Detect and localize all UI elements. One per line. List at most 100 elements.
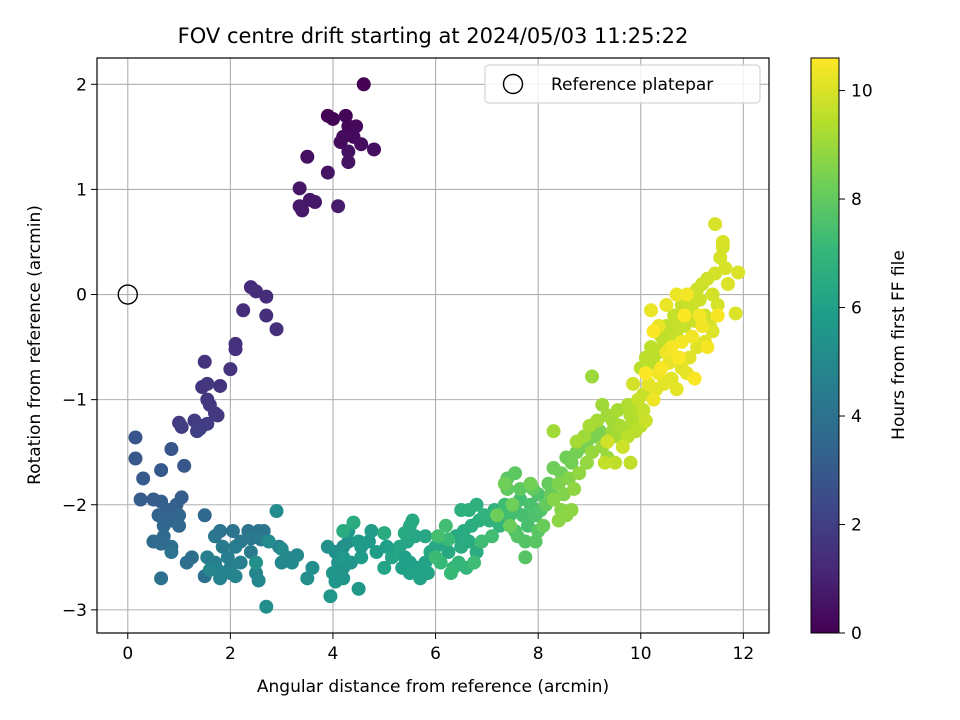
data-point — [546, 424, 561, 439]
data-point — [236, 303, 251, 318]
data-point — [154, 571, 169, 586]
data-point — [705, 287, 720, 302]
data-point — [261, 534, 276, 549]
data-point — [700, 340, 715, 355]
data-point — [295, 203, 310, 218]
reference-point-marker — [117, 284, 138, 305]
x-tick-label: 10 — [630, 644, 652, 664]
data-point — [469, 497, 484, 512]
data-point — [228, 342, 243, 357]
data-point — [228, 569, 243, 584]
data-point — [718, 261, 733, 276]
data-point — [333, 135, 348, 150]
data-point — [207, 529, 222, 544]
data-point — [546, 492, 561, 507]
scatter-points — [128, 77, 746, 614]
data-point — [518, 550, 533, 565]
data-point — [708, 217, 723, 232]
y-axis-label: Rotation from reference (arcmin) — [25, 205, 45, 485]
data-point — [341, 534, 356, 549]
y-tick-label: −1 — [62, 391, 87, 411]
data-point — [461, 534, 476, 549]
x-tick-label: 4 — [328, 644, 339, 664]
data-point — [351, 534, 366, 549]
data-point — [243, 531, 258, 546]
data-point — [467, 555, 482, 570]
data-point — [567, 481, 582, 496]
data-point — [731, 265, 746, 280]
data-point — [431, 529, 446, 544]
data-point — [638, 366, 653, 381]
data-point — [695, 319, 710, 334]
data-point — [197, 354, 212, 369]
data-point — [300, 571, 315, 586]
data-point — [710, 308, 725, 323]
data-point — [579, 455, 594, 470]
data-point — [213, 378, 228, 393]
data-point — [715, 234, 730, 249]
data-point — [551, 513, 566, 528]
data-point — [646, 392, 661, 407]
x-tick-label: 8 — [533, 644, 544, 664]
data-point — [428, 550, 443, 565]
x-tick-label: 2 — [225, 644, 236, 664]
data-point — [210, 408, 225, 423]
data-point — [615, 439, 630, 454]
y-axis-ticks: −3 −2 −1 0 1 2 — [62, 75, 97, 621]
data-point — [290, 548, 305, 563]
data-point — [597, 455, 612, 470]
data-point — [274, 541, 289, 556]
data-point — [492, 518, 507, 533]
data-point — [215, 539, 230, 554]
y-tick-label: 1 — [76, 180, 87, 200]
data-point — [669, 287, 684, 302]
data-point — [692, 308, 707, 323]
legend-label: Reference platepar — [551, 75, 713, 95]
data-point — [687, 371, 702, 386]
data-point — [600, 434, 615, 449]
data-point — [361, 534, 376, 549]
data-point — [259, 308, 274, 323]
data-point — [172, 518, 187, 533]
data-point — [346, 515, 361, 530]
data-point — [505, 497, 520, 512]
colorbar — [811, 58, 839, 633]
data-point — [672, 350, 687, 365]
data-point — [336, 524, 351, 539]
data-point — [225, 524, 240, 539]
legend: Reference platepar — [484, 64, 761, 104]
data-point — [536, 518, 551, 533]
data-point — [572, 466, 587, 481]
data-point — [351, 581, 366, 596]
data-point — [164, 545, 179, 560]
data-point — [646, 324, 661, 339]
data-point — [569, 434, 584, 449]
data-point — [620, 429, 635, 444]
y-tick-label: −3 — [62, 601, 87, 621]
data-point — [674, 334, 689, 349]
data-point — [377, 526, 392, 541]
data-point — [720, 277, 735, 292]
data-point — [172, 508, 187, 523]
plot-frame — [96, 57, 770, 634]
data-point — [654, 361, 669, 376]
data-point — [356, 77, 371, 92]
data-point — [341, 144, 356, 159]
y-tick-label: −2 — [62, 496, 87, 516]
data-point — [259, 599, 274, 614]
data-point — [497, 476, 512, 491]
data-point — [325, 111, 340, 126]
data-point — [679, 287, 694, 302]
data-point — [269, 504, 284, 519]
data-point — [438, 518, 453, 533]
data-point — [644, 303, 659, 318]
colorbar-tick-label: 8 — [851, 190, 862, 210]
x-tick-label: 0 — [122, 644, 133, 664]
data-point — [582, 418, 597, 433]
colorbar-label: Hours from first FF file — [889, 250, 909, 440]
data-point — [200, 376, 215, 391]
colorbar-tick-label: 6 — [851, 299, 862, 319]
data-point — [136, 471, 151, 486]
colorbar-tick-label: 4 — [851, 407, 862, 427]
data-point — [190, 424, 205, 439]
